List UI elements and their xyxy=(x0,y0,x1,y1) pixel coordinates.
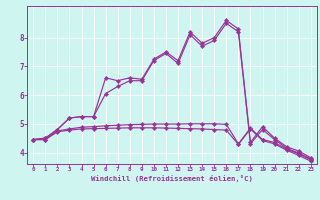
X-axis label: Windchill (Refroidissement éolien,°C): Windchill (Refroidissement éolien,°C) xyxy=(91,175,253,182)
